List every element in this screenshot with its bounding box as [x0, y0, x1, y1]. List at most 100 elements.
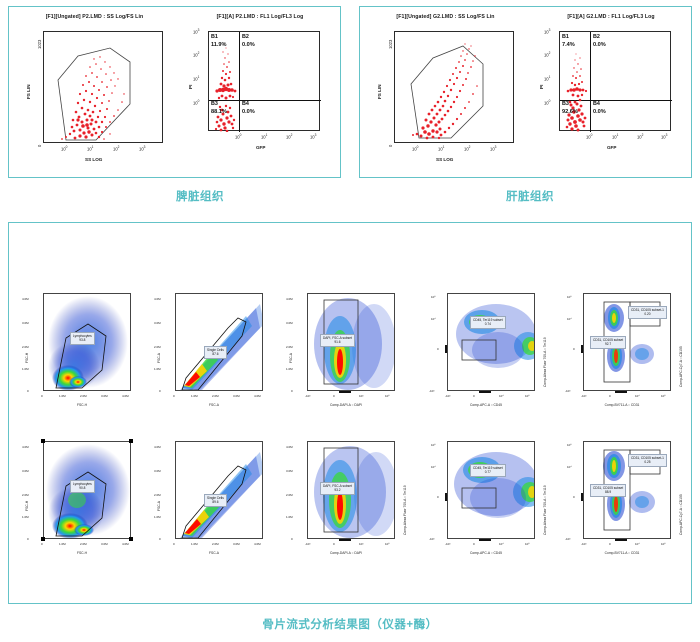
- x-tick-0: 0: [41, 542, 43, 546]
- gate-label-2-pct: 0.25: [644, 460, 651, 465]
- y-tick-0: 0: [27, 537, 29, 541]
- plot-single-cells-r2[interactable]: Single Cells 89.6 FSC-A 0 1.0M 2.0M 3.0M…: [149, 431, 279, 571]
- spleen-quad-x-tick-2: 102: [285, 133, 293, 140]
- spleen-quad-x-tick-0: 100: [234, 133, 242, 140]
- gate-label[interactable]: DAPI, FSC-A subset 93.2: [320, 482, 355, 495]
- liver-scatter-plot: [F1][Ungated] G2.LMD : SS Log/FS Lin: [360, 7, 531, 177]
- plot-x-label: FSC-A: [209, 551, 219, 555]
- plot-cd31-cd105-r1[interactable]: CD31, CD105 subset-1 0.20 CD31, CD105 su…: [557, 283, 687, 423]
- x-tick-2: 10⁴: [499, 542, 504, 546]
- gate-label[interactable]: Lymphocytes 93.8: [70, 332, 95, 345]
- selection-handle-bl[interactable]: [41, 537, 45, 541]
- gate-label-pct: 93.8: [79, 338, 86, 343]
- bone-chip-row-1: Lymphocytes 93.8 FSC-H 0 1.0M 2.0M 3.0M …: [9, 283, 693, 433]
- gate-polygon: [181, 465, 247, 538]
- x-tick-2: 2.0M: [80, 542, 87, 546]
- plot-cd45-ter119-r1[interactable]: CD45, Ter119 subset 0.74 Comp-Alexa Fluo…: [421, 283, 551, 423]
- liver-gate-polygon: [410, 45, 484, 139]
- liver-x-tick-1: 101: [438, 145, 445, 152]
- spleen-gate-polygon: [57, 47, 131, 141]
- selection-handle-br[interactable]: [129, 537, 133, 541]
- y-tick-3: 10⁵: [567, 295, 572, 299]
- plot-frame: DAPI, FSC-A subset 93.2: [307, 441, 395, 539]
- y-tick-0: -10³: [565, 537, 571, 541]
- gate-label[interactable]: CD45, Ter119 subset 0.74: [470, 316, 506, 329]
- y-tick-2: 10⁴: [431, 317, 436, 321]
- gate-label[interactable]: CD31, CD105 subset 88.9: [590, 484, 627, 497]
- gate-rectangle: [461, 487, 497, 509]
- x-tick-0: -10³: [445, 542, 451, 546]
- y-tick-1: 1.0M: [22, 515, 29, 519]
- gate-label[interactable]: CD31, CD105 subset 92.7: [590, 336, 627, 349]
- y-tick-2: 2.0M: [154, 345, 161, 349]
- y-tick-1: 0: [573, 495, 575, 499]
- plot-frame: Lymphocytes 90.8: [43, 441, 131, 539]
- gate-label-text: Lymphocytes: [73, 482, 92, 486]
- plot-frame: CD45, Ter119 subset 0.74: [447, 293, 535, 391]
- gate-label-text: Single Cells: [207, 348, 224, 352]
- spleen-quad-hline: [208, 100, 321, 101]
- y-tick-0: 0: [27, 389, 29, 393]
- top-panel-row: [F1][Ungated] P2.LMD : SS Log/FS Lin: [0, 6, 700, 184]
- plot-cd45-ter119-r2[interactable]: CD45, Ter119 subset 0.77 Comp-Alexa Fluo…: [421, 431, 551, 571]
- selection-handle-tl[interactable]: [41, 439, 45, 443]
- y-tick-0: 0: [159, 537, 161, 541]
- axis-selection-strip: [479, 391, 491, 393]
- plot-y-label: Comp-Alexa Fluor 700-A :: Ter119: [543, 485, 547, 535]
- y-tick-2: 10⁴: [431, 465, 436, 469]
- gate-polygon: [55, 323, 107, 389]
- density-canvas: [180, 304, 262, 390]
- spleen-quad-canvas: [214, 47, 237, 132]
- liver-quad-b3-pct: 92.6%: [561, 109, 578, 115]
- liver-quad-y-tick-1: 101: [543, 75, 551, 82]
- x-tick-1: 0: [609, 394, 611, 398]
- spleen-y-axis-label: FS LIN: [26, 84, 31, 99]
- plot-lymphocytes-r2[interactable]: Lymphocytes 90.8 FSC-H 0 1.0M 2.0M 3.0M …: [17, 431, 147, 571]
- x-tick-4: 4.0M: [122, 394, 129, 398]
- plot-y-label: FSC-A: [157, 353, 161, 363]
- y-tick-4: 4.0M: [22, 297, 29, 301]
- liver-quad-title: [F1][A] G2.LMD : FL1 Log/FL3 Log: [567, 14, 655, 20]
- density-canvas: [456, 304, 534, 368]
- plot-dapi-fsca-r2[interactable]: DAPI, FSC-A subset 93.2 Comp-Alexa Fluor…: [281, 431, 411, 571]
- liver-x-tick-0: 100: [412, 145, 419, 152]
- liver-quad-y-axis-label: PI: [538, 84, 544, 89]
- axis-selection-strip-y: [445, 493, 447, 501]
- gate-label-2[interactable]: CD31, CD105 subset-1 0.25: [628, 454, 667, 467]
- y-tick-1: 0: [573, 347, 575, 351]
- gate-label[interactable]: Lymphocytes 90.8: [70, 480, 95, 493]
- liver-quad-b2-pct: 0.0%: [592, 42, 606, 48]
- liver-quad-frame: [558, 31, 672, 132]
- axis-selection-strip-y: [581, 345, 583, 353]
- x-tick-2: 10³: [359, 394, 364, 398]
- gate-label[interactable]: Single Cells 89.6: [204, 494, 227, 507]
- plot-single-cells-r1[interactable]: Single Cells 87.6 FSC-A 0 1.0M 2.0M 3.0M…: [149, 283, 279, 423]
- gate-label-pct: 0.77: [484, 470, 491, 475]
- plot-y-label: Comp-APC-Cy7-A :: CD105: [679, 346, 683, 387]
- gate-label[interactable]: DAPI, FSC-A subset 91.6: [320, 334, 355, 347]
- plot-cd31-cd105-r2[interactable]: CD31, CD105 subset-1 0.25 CD31, CD105 su…: [557, 431, 687, 571]
- y-tick-3: 10⁵: [431, 295, 436, 299]
- y-tick-2: 10⁴: [567, 317, 572, 321]
- x-tick-1: 1.0M: [191, 394, 198, 398]
- gate-label-2[interactable]: CD31, CD105 subset-1 0.20: [628, 306, 667, 319]
- y-tick-1: 1.0M: [286, 367, 293, 371]
- gate-label[interactable]: Single Cells 87.6: [204, 346, 227, 359]
- selection-handle-tr[interactable]: [129, 439, 133, 443]
- plot-dapi-fsca-r1[interactable]: DAPI, FSC-A subset 91.6 FSC-A 0 1.0M 2.0…: [281, 283, 411, 423]
- caption-bone-chip: 骨片流式分析结果图（仪器+酶）: [262, 619, 438, 631]
- y-tick-2: 2.0M: [286, 493, 293, 497]
- liver-quad-b1-id: B1: [561, 34, 569, 40]
- x-tick-2: 10⁴: [635, 542, 640, 546]
- gate-label[interactable]: CD45, Ter119 subset 0.77: [470, 464, 506, 477]
- y-tick-4: 4.0M: [154, 445, 161, 449]
- x-tick-0: -10³: [305, 542, 311, 546]
- x-tick-2: 2.0M: [212, 542, 219, 546]
- y-tick-2: 2.0M: [22, 493, 29, 497]
- x-tick-0: 0: [41, 394, 43, 398]
- spleen-x-tick-3: 103: [139, 145, 146, 152]
- plot-lymphocytes-r1[interactable]: Lymphocytes 93.8 FSC-H 0 1.0M 2.0M 3.0M …: [17, 283, 147, 423]
- plot-x-label: Comp-BV711-A :: CD31: [604, 403, 640, 407]
- liver-dot-cloud: [412, 43, 478, 140]
- x-tick-2: 10³: [359, 542, 364, 546]
